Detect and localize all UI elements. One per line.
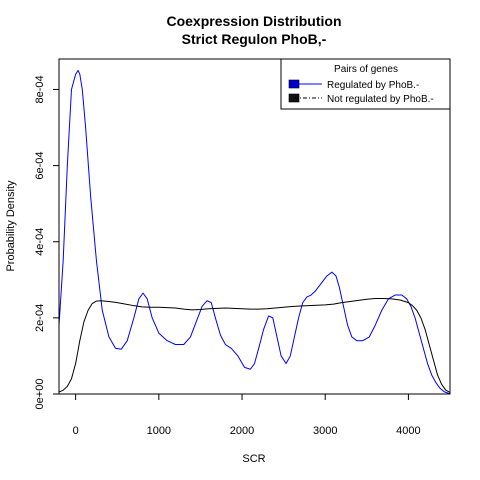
chart-subtitle: Strict Regulon PhoB,-	[182, 31, 327, 47]
x-axis-label: SCR	[242, 453, 265, 465]
chart-title: Coexpression Distribution	[166, 13, 341, 29]
y-axis-label: Probability Density	[5, 180, 17, 272]
y-tick-label: 4e-04	[34, 228, 46, 256]
legend: Pairs of genes Regulated by PhoB.- Not r…	[280, 58, 451, 110]
y-tick-label: 8e-04	[34, 75, 46, 103]
series-group	[58, 69, 451, 395]
x-tick-label: 1000	[147, 425, 171, 437]
y-axis: 0e+00 2e-04 4e-04 6e-04 8e-04	[34, 75, 59, 409]
x-tick-label: 2000	[230, 425, 254, 437]
series-not-regulated-line	[58, 297, 451, 393]
legend-label-not-regulated: Not regulated by PhoB.-	[327, 94, 434, 105]
series-regulated-line	[58, 69, 451, 395]
plot-frame	[58, 58, 451, 395]
x-tick-label: 4000	[396, 425, 420, 437]
legend-label-regulated: Regulated by PhoB.-	[327, 80, 419, 91]
y-tick-label: 2e-04	[34, 304, 46, 332]
x-axis: 0 1000 2000 3000 4000	[73, 394, 421, 437]
x-tick-label: 0	[73, 425, 79, 437]
y-tick-label: 6e-04	[34, 152, 46, 180]
legend-title: Pairs of genes	[334, 64, 398, 75]
y-tick-label: 0e+00	[34, 379, 46, 410]
x-tick-label: 3000	[313, 425, 337, 437]
